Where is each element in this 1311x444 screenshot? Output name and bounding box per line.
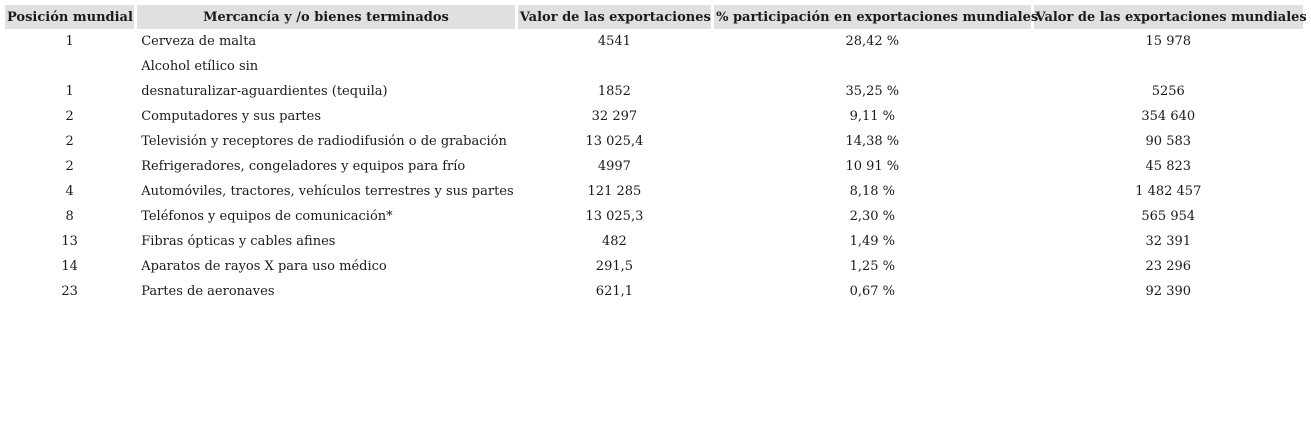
cell-position: 4 [65,184,74,199]
cell-position: 2 [65,159,74,174]
exports-table: Posición mundial Mercancía y /o bienes t… [2,5,1307,304]
cell-world-share: 1,49 % [849,234,896,249]
cell-position: 2 [65,109,74,124]
cell-goods: Teléfonos y equipos de comunicación* [141,209,393,224]
cell-export-value: 4997 [597,159,631,174]
cell-export-value: 1852 [597,84,631,99]
cell-world-export-value: 354 640 [1141,109,1196,124]
cell-goods: Aparatos de rayos X para uso médico [141,259,387,274]
table-row: 14 Aparatos de rayos X para uso médico 2… [5,254,1303,279]
cell-export-value: 291,5 [595,259,634,274]
cell-export-value: 482 [602,234,627,249]
cell-goods: Refrigeradores, congeladores y equipos p… [141,159,466,174]
table-row: 13 Fibras ópticas y cables afines 482 1,… [5,229,1303,254]
cell-export-value [518,54,711,79]
cell-position: 23 [61,284,78,299]
table-row: Alcohol etílico sin [5,54,1303,79]
cell-world-export-value: 32 391 [1145,234,1192,249]
header-world-position: Posición mundial [5,5,135,29]
cell-export-value: 4541 [597,34,631,49]
table-row: 8 Teléfonos y equipos de comunicación* 1… [5,204,1303,229]
cell-world-export-value: 92 390 [1145,284,1192,299]
cell-export-value: 13 025,3 [585,209,644,224]
cell-goods: Cerveza de malta [141,34,257,49]
header-world-share: % participación en exportaciones mundial… [714,5,1038,29]
cell-world-share: 0,67 % [849,284,896,299]
cell-export-value: 621,1 [595,284,634,299]
cell-position: 1 [65,84,74,99]
cell-world-export-value: 5256 [1151,84,1185,99]
cell-world-share: 14,38 % [845,134,900,149]
table-row: 2 Computadores y sus partes 32 297 9,11 … [5,104,1303,129]
cell-world-export-value: 565 954 [1141,209,1196,224]
cell-world-share: 1,25 % [849,259,896,274]
cell-world-share: 2,30 % [849,209,896,224]
cell-export-value: 13 025,4 [585,134,644,149]
cell-export-value: 121 285 [587,184,642,199]
table-body: 1 Cerveza de malta 4541 28,42 % 15 978 A… [5,29,1303,304]
cell-goods: Fibras ópticas y cables afines [141,234,336,249]
exports-table-container: Posición mundial Mercancía y /o bienes t… [2,5,1307,304]
cell-goods: Alcohol etílico sin [141,59,259,74]
header-goods: Mercancía y /o bienes terminados [137,5,515,29]
header-world-export-value: Valor de las exportaciones mundiales [1033,5,1307,29]
table-row: 23 Partes de aeronaves 621,1 0,67 % 92 3… [5,279,1303,304]
table-row: 1 Cerveza de malta 4541 28,42 % 15 978 [5,29,1303,54]
cell-position: 8 [65,209,74,224]
cell-world-share [714,54,1030,79]
cell-world-share: 35,25 % [845,84,900,99]
cell-position: 14 [61,259,78,274]
cell-world-share: 10 91 % [845,159,900,174]
header-row: Posición mundial Mercancía y /o bienes t… [5,5,1307,29]
cell-position: 1 [65,34,74,49]
cell-position: 2 [65,134,74,149]
table-header: Posición mundial Mercancía y /o bienes t… [5,5,1307,29]
cell-goods: desnaturalizar-aguardientes (tequila) [141,84,388,99]
cell-world-share: 8,18 % [849,184,896,199]
table-row: 1 desnaturalizar-aguardientes (tequila) … [5,79,1303,104]
table-row: 2 Televisión y receptores de radiodifusi… [5,129,1303,154]
cell-world-share: 9,11 % [849,109,896,124]
cell-goods: Partes de aeronaves [141,284,275,299]
cell-world-export-value: 1 482 457 [1135,184,1202,199]
cell-goods: Automóviles, tractores, vehículos terres… [141,184,514,199]
table-row: 2 Refrigeradores, congeladores y equipos… [5,154,1303,179]
cell-position: 13 [61,234,78,249]
cell-world-export-value [1034,54,1303,79]
cell-world-export-value: 23 296 [1145,259,1192,274]
cell-position [5,54,134,79]
cell-export-value: 32 297 [591,109,638,124]
cell-world-export-value: 15 978 [1145,34,1192,49]
cell-world-export-value: 45 823 [1145,159,1192,174]
header-export-value: Valor de las exportaciones [517,5,712,29]
cell-goods: Computadores y sus partes [141,109,322,124]
cell-world-share: 28,42 % [845,34,900,49]
cell-goods: Televisión y receptores de radiodifusión… [141,134,507,149]
table-row: 4 Automóviles, tractores, vehículos terr… [5,179,1303,204]
cell-world-export-value: 90 583 [1145,134,1192,149]
